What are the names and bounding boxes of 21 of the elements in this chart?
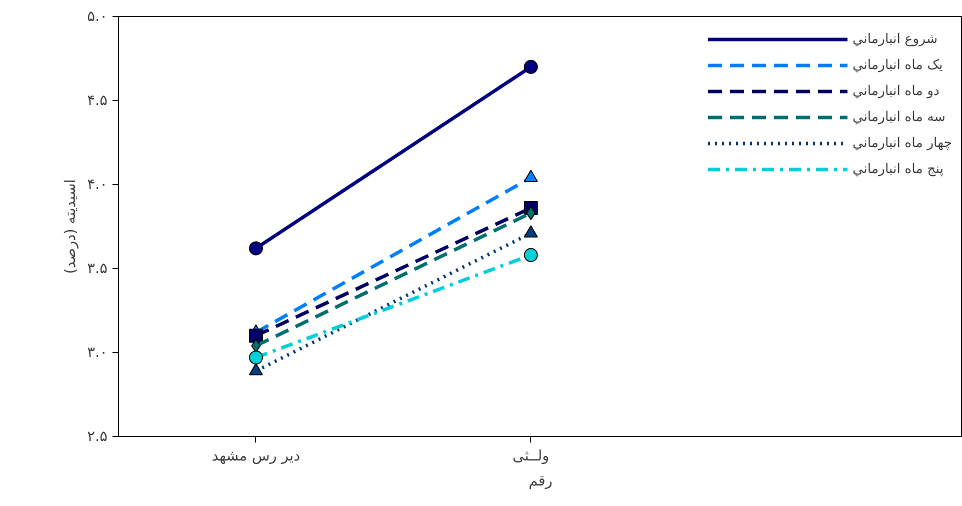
y-tick-label: ۳.۵: [87, 260, 108, 277]
x-axis-title: رقم: [528, 472, 552, 490]
y-tick-label: ۴.۰: [87, 176, 108, 193]
text: یک ماه انبارماني: [852, 56, 943, 74]
point: [524, 60, 538, 74]
x-tick-label: ولــثی: [512, 448, 550, 464]
point: [248, 328, 263, 343]
text: چهار ماه انبارماني: [852, 134, 952, 152]
point: [248, 241, 263, 256]
text: دو ماه انبارماني: [852, 82, 940, 100]
point: [248, 350, 263, 365]
y-tick-label: ۵.۰: [87, 8, 108, 25]
x-tick-label: دیر رس مشهد: [212, 448, 300, 464]
point: [524, 248, 538, 262]
text: شروع انبارماني: [852, 30, 938, 48]
y-axis-title: اسیدیته (درصد): [62, 179, 80, 274]
y-tick-label: ۳.۰: [87, 344, 108, 361]
y-tick-label: ۲.۵: [87, 428, 108, 445]
text: سه ماه انبارماني: [852, 108, 946, 126]
y-tick-label: ۴.۵: [87, 92, 108, 109]
text: پنج ماه انبارماني: [852, 160, 944, 178]
